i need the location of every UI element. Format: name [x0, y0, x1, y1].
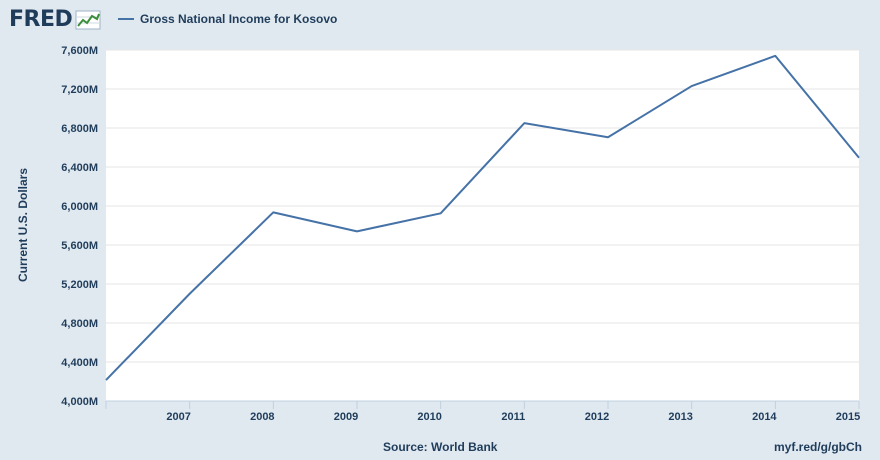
fred-logo[interactable]: FRED — [9, 5, 101, 35]
x-tick-label: 2008 — [250, 411, 274, 423]
x-tick-label: 2013 — [668, 411, 692, 423]
legend-series-swatch — [118, 18, 134, 20]
data-point[interactable] — [354, 228, 360, 234]
x-tick-label: 2014 — [752, 411, 777, 423]
chart-legend[interactable]: Gross National Income for Kosovo — [118, 9, 337, 29]
source-note: Source: World Bank — [383, 440, 498, 454]
x-tick-label: 2010 — [417, 411, 441, 423]
plot-area — [106, 50, 859, 401]
x-tick-label: 2007 — [166, 411, 190, 423]
y-tick-label: 4,800M — [61, 318, 98, 330]
y-tick-label: 4,000M — [61, 396, 98, 408]
data-point[interactable] — [772, 53, 778, 59]
series-line[interactable] — [105, 54, 860, 381]
data-point[interactable] — [605, 134, 611, 140]
data-point[interactable] — [270, 209, 276, 215]
x-tick-label: 2009 — [334, 411, 358, 423]
y-tick-label: 7,600M — [61, 45, 98, 57]
x-tick-label: 2012 — [585, 411, 609, 423]
data-point[interactable] — [856, 155, 862, 161]
y-tick-label: 6,000M — [61, 201, 98, 213]
legend-series-label: Gross National Income for Kosovo — [140, 12, 338, 26]
y-axis-title: Current U.S. Dollars — [16, 168, 30, 282]
data-point[interactable] — [103, 377, 109, 383]
y-tick-label: 6,400M — [61, 162, 98, 174]
x-tick-label: 2011 — [501, 411, 525, 423]
y-axis-tick-labels: 4,000M 4,400M 4,800M 5,200M 5,600M 6,000M 6,40… — [61, 45, 98, 408]
y-tick-label: 5,600M — [61, 240, 98, 252]
x-axis: 2007 2008 2009 2010 2011 2012 2013 2014 2015 — [105, 400, 860, 423]
data-point[interactable] — [438, 210, 444, 216]
data-point[interactable] — [521, 120, 527, 126]
short-link[interactable]: myf.red/g/gbCh — [773, 440, 862, 454]
fred-line-chart-icon — [75, 10, 101, 30]
y-tick-label: 6,800M — [61, 123, 98, 135]
fred-logo-text: FRED — [9, 7, 73, 32]
series-layer — [103, 53, 862, 383]
data-point[interactable] — [689, 83, 695, 89]
x-tick-label: 2015 — [836, 411, 860, 423]
data-point[interactable] — [187, 291, 193, 297]
y-tick-label: 5,200M — [61, 279, 98, 291]
y-tick-label: 4,400M — [61, 357, 98, 369]
y-tick-label: 7,200M — [61, 84, 98, 96]
